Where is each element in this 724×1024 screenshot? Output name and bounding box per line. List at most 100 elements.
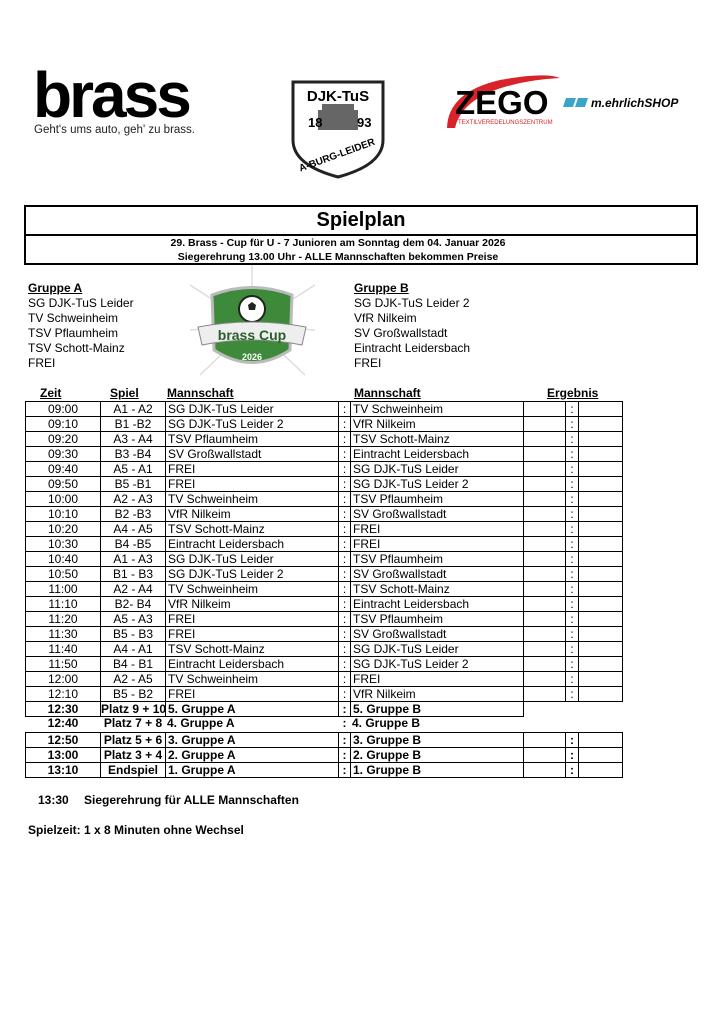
schedule-row: 12:50 Platz 5 + 6 3. Gruppe A:3. Gruppe B: [0, 731, 724, 748]
cell [578, 626, 623, 642]
cell: FREI [165, 476, 339, 492]
cell: 1. Gruppe A [165, 762, 339, 779]
cell: : [565, 581, 579, 597]
cell: 10:20 [25, 521, 101, 537]
column-header: Mannschaft [354, 386, 421, 400]
cell: 12:50 [25, 731, 101, 748]
cell [523, 701, 566, 717]
cell: 13:00 [25, 746, 101, 763]
column-header: Ergebnis [547, 386, 599, 400]
cell: : [565, 686, 579, 702]
cell: 12:10 [25, 686, 101, 702]
schedule-row: 12:30 Platz 9 + 10 5. Gruppe A:5. Gruppe B [0, 701, 724, 717]
cell: : [565, 446, 579, 462]
playtime: Spielzeit: 1 x 8 Minuten ohne Wechsel [28, 823, 244, 837]
cell [523, 551, 566, 567]
cell: TSV Pflaumheim [350, 551, 524, 567]
cell: B5 -B1 [100, 476, 166, 492]
column-header: Mannschaft [167, 386, 234, 400]
cell: B2- B4 [100, 596, 166, 612]
cell [523, 671, 566, 687]
crest-castle [318, 104, 358, 130]
cell: SG DJK-TuS Leider 2 [350, 656, 524, 672]
cell: FREI [165, 461, 339, 477]
cell [578, 431, 623, 447]
cell: : [565, 521, 579, 537]
group-team: TSV Pflaumheim [28, 326, 119, 340]
cell [578, 551, 623, 567]
cell: : [342, 716, 347, 731]
cell [578, 461, 623, 477]
cell [578, 536, 623, 552]
cell [523, 626, 566, 642]
cell: 2. Gruppe B [350, 746, 524, 763]
brass-logo: brass [33, 59, 189, 131]
brass-tagline: Geht's ums auto, geh' zu brass. [34, 124, 195, 136]
cell: B3 -B4 [100, 446, 166, 462]
cell [578, 416, 623, 432]
cell: : [565, 596, 579, 612]
cell: SV Großwallstadt [350, 626, 524, 642]
cell: 11:30 [25, 626, 101, 642]
cell: A2 - A5 [100, 671, 166, 687]
cell: 09:10 [25, 416, 101, 432]
cell [523, 461, 566, 477]
cell: VfR Nilkeim [350, 416, 524, 432]
cell: FREI [350, 521, 524, 537]
cell [523, 762, 566, 779]
cell: Platz 5 + 6 [100, 731, 166, 748]
cell [523, 536, 566, 552]
cell: FREI [350, 671, 524, 687]
cell [578, 401, 623, 417]
cell [523, 596, 566, 612]
schedule-row: 09:20 A3 - A4 TSV Pflaumheim: TSV Schott-Ma… [0, 431, 724, 447]
cell [578, 762, 623, 779]
cell: A5 - A3 [100, 611, 166, 627]
cell: 11:20 [25, 611, 101, 627]
cell: Platz 3 + 4 [100, 746, 166, 763]
cell: B5 - B3 [100, 626, 166, 642]
cell: B2 -B3 [100, 506, 166, 522]
schedule-row: 12:10 B5 - B2 FREI: VfR Nilkeim: [0, 686, 724, 702]
cell [578, 581, 623, 597]
cell [523, 401, 566, 417]
cell: SV Großwallstadt [350, 566, 524, 582]
cell: : [565, 566, 579, 582]
cell: 12:40 [47, 716, 79, 731]
cup-year: 2026 [242, 352, 262, 362]
header-box: Spielplan 29. Brass - Cup für U - 7 Juni… [24, 205, 698, 265]
cell: Eintracht Leidersbach [350, 596, 524, 612]
cell: Eintracht Leidersbach [165, 536, 339, 552]
cell [523, 611, 566, 627]
cell: A5 - A1 [100, 461, 166, 477]
cell [578, 446, 623, 462]
cell: 11:10 [25, 596, 101, 612]
cell: TSV Schott-Mainz [350, 581, 524, 597]
cell [523, 416, 566, 432]
cell: A3 - A4 [100, 431, 166, 447]
cell: 2. Gruppe A [165, 746, 339, 763]
cell: 10:40 [25, 551, 101, 567]
cell: Endspiel [100, 762, 166, 779]
cell: FREI [165, 626, 339, 642]
shop-icon [563, 98, 588, 107]
shop-logo: m.ehrlichSHOP [591, 96, 679, 110]
zego-sub: TEXTILVEREDELUNGSZENTRUM [458, 120, 553, 126]
cell [565, 701, 579, 717]
cell: FREI [350, 536, 524, 552]
cell: 5. Gruppe B [350, 701, 524, 717]
group-title: Gruppe A [28, 281, 83, 295]
cell: SV Großwallstadt [165, 446, 339, 462]
cell: Platz 7 + 8 [103, 716, 163, 731]
cell: SG DJK-TuS Leider [350, 641, 524, 657]
cell: 10:00 [25, 491, 101, 507]
cell: : [565, 431, 579, 447]
cell [523, 476, 566, 492]
schedule-row: 10:20 A4 - A5 TSV Schott-Mainz: FREI: [0, 521, 724, 537]
cell: 10:50 [25, 566, 101, 582]
cell [578, 566, 623, 582]
cell: FREI [165, 686, 339, 702]
schedule-row: 09:30 B3 -B4 SV Großwallstadt: Eintracht Le… [0, 446, 724, 462]
cell: : [565, 731, 579, 748]
